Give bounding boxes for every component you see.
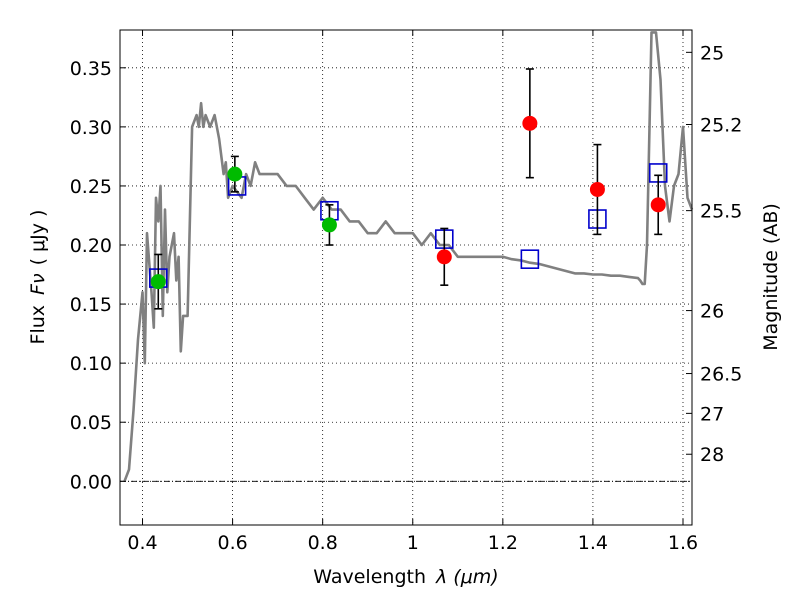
green-point [321,217,337,233]
x-axis-title-text: Wavelength [313,566,426,588]
x-tick-label: 1.4 [578,532,608,554]
green-point [227,166,243,182]
y-tick-label: 0.10 [70,353,112,375]
y-ticks-layer: 0.00 0.05 0.10 0.15 0.20 0.25 0.30 0.35 [70,58,126,493]
y-tick-label: 0.05 [70,412,112,434]
y-axis-title-symbol: Fν [27,273,49,295]
y-axis-title-text: Flux [27,305,49,345]
red-point [522,115,538,131]
plot-frame [119,29,693,526]
y-tick-label: 0.15 [70,294,112,316]
y-axis-title: Flux Fν ( μJy ) [27,210,49,345]
magnitude-tick-label: 26.5 [700,364,742,386]
y2-axis-title: Magnitude (AB) [760,203,782,351]
x-tick-label: 0.6 [217,532,247,554]
magnitude-ticks-layer: 25 25.2 25.5 26 26.5 27 28 [686,42,742,466]
y-tick-label: 0.30 [70,117,112,139]
red-point [436,249,452,265]
y-tick-label: 0.20 [70,235,112,257]
model-spectrum-layer [123,31,694,482]
x-tick-label: 1 [407,532,419,554]
y-tick-label: 0.35 [70,58,112,80]
x-tick-label: 0.8 [308,532,338,554]
red-point [589,181,605,197]
x-axis-title: Wavelength λ (μm) [313,566,498,588]
errorbar-layer [154,68,663,310]
magnitude-tick-label: 26 [700,301,724,323]
y-tick-label: 0.25 [70,176,112,198]
x-tick-label: 1.2 [488,532,518,554]
model-spectrum-line [123,31,694,482]
red-point [650,197,666,213]
x-tick-label: 1.6 [668,532,698,554]
square-marker [520,249,540,269]
green-point [150,274,166,290]
x-tick-label: 0.4 [127,532,157,554]
magnitude-tick-label: 25 [700,42,724,64]
x-axis-title-symbol: λ (μm) [435,566,499,588]
magnitude-tick-label: 28 [700,444,724,466]
magnitude-tick-label: 25.5 [700,201,742,223]
circle-markers-layer [150,115,666,290]
magnitude-tick-label: 25.2 [700,115,742,137]
y-axis-title-unit: ( μJy ) [27,210,49,266]
magnitude-tick-label: 27 [700,403,724,425]
x-ticks-layer: 0.4 0.6 0.8 1 1.2 1.4 1.6 [127,30,698,554]
y-tick-label: 0.00 [70,471,112,493]
